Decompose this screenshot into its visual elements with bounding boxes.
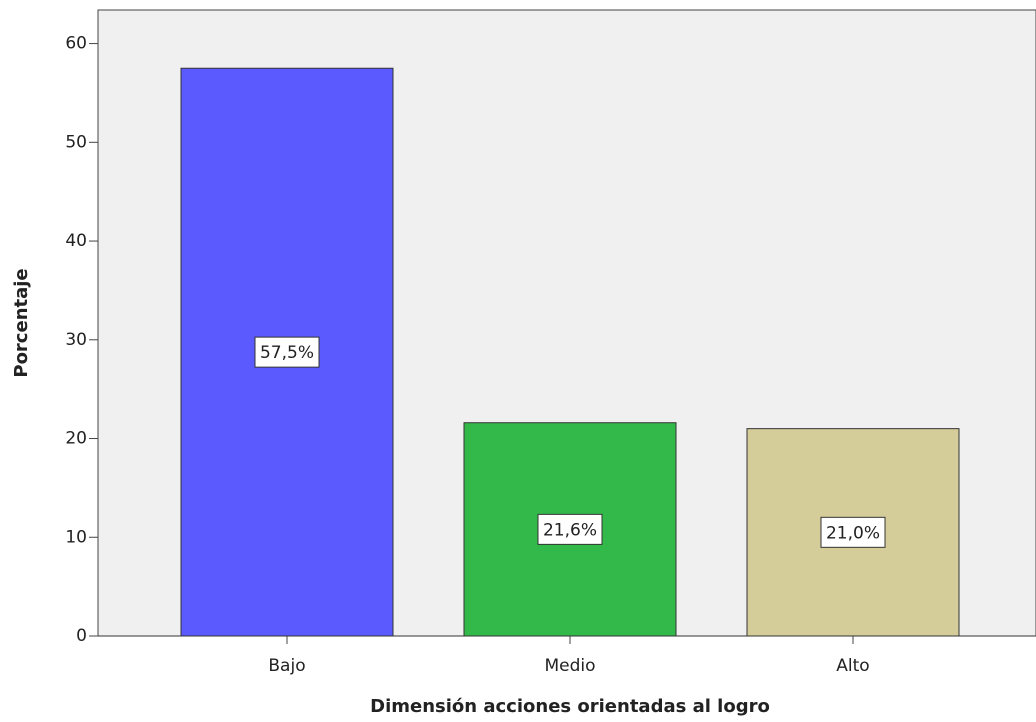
value-label-box (820, 516, 886, 548)
value-label: 21,6% (543, 520, 597, 540)
x-tick-label: Medio (544, 656, 595, 676)
x-tick-label: Bajo (268, 656, 305, 676)
y-axis-label: Porcentaje (11, 268, 32, 377)
y-tick-label: 20 (65, 429, 87, 449)
y-tick-label: 30 (65, 330, 87, 350)
value-label-box (254, 336, 320, 368)
value-label-box (537, 513, 603, 545)
x-axis-label: Dimensión acciones orientadas al logro (370, 696, 770, 717)
value-label: 57,5% (260, 343, 314, 363)
y-tick-label: 0 (76, 626, 87, 646)
value-label: 21,0% (826, 523, 880, 543)
y-tick-label: 60 (65, 34, 87, 54)
y-tick-label: 10 (65, 527, 87, 547)
y-tick-label: 50 (65, 132, 87, 152)
x-tick-label: Alto (836, 656, 869, 676)
y-tick-label: 40 (65, 231, 87, 251)
